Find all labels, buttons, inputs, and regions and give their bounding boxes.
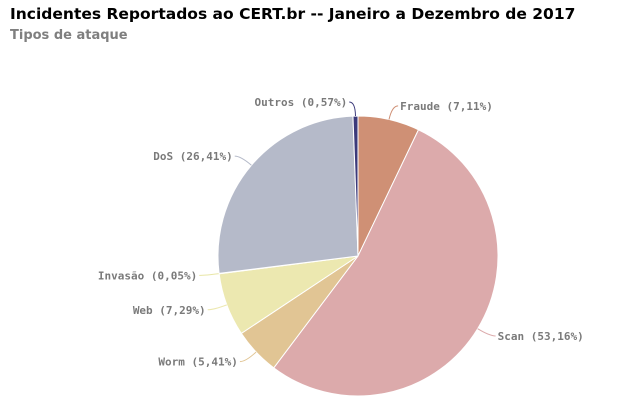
label-connector-web: [207, 304, 227, 311]
pie-slice-dos: [217, 115, 359, 274]
label-connector-scan: [477, 328, 496, 337]
label-connector-outros: [349, 101, 356, 117]
slice-label-dos: DoS (26,41%): [153, 150, 232, 163]
slice-label-worm: Worm (5,41%): [158, 356, 237, 369]
label-connector-fraude: [388, 105, 399, 120]
slice-label-fraude: Fraude (7,11%): [400, 100, 493, 113]
label-connector-dos: [234, 155, 252, 166]
slice-label-web: Web (7,29%): [133, 304, 206, 317]
chart-title: Incidentes Reportados ao CERT.br -- Jane…: [10, 5, 576, 23]
pie-slice-outros: [352, 115, 359, 257]
slice-label-outros: Outros (0,57%): [255, 96, 348, 109]
slice-label-invasao: Invasão (0,05%): [98, 269, 197, 282]
chart-subtitle: Tipos de ataque: [10, 28, 128, 43]
slice-label-scan: Scan (53,16%): [498, 330, 584, 343]
label-connector-worm: [239, 351, 257, 363]
label-connector-invasao: [199, 273, 220, 276]
